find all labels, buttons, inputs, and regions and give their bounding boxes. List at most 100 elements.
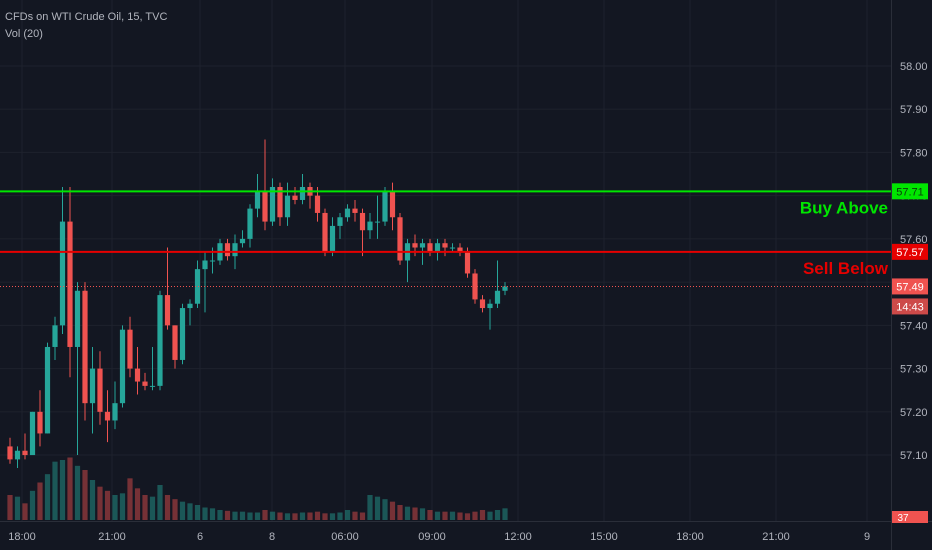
volume-bar bbox=[202, 507, 208, 520]
sell-below-label: Sell Below bbox=[803, 259, 889, 278]
volume-bar bbox=[67, 457, 73, 520]
candle-body bbox=[352, 208, 358, 213]
candle-body bbox=[344, 208, 351, 218]
candle-body bbox=[502, 286, 508, 291]
candle-body bbox=[44, 346, 51, 434]
candle-body bbox=[239, 238, 246, 244]
buy-above-price-badge bbox=[892, 183, 928, 200]
volume-bar bbox=[142, 495, 148, 520]
candle-body bbox=[112, 403, 118, 421]
volume-bar bbox=[217, 510, 223, 520]
volume-bar bbox=[187, 503, 193, 520]
volume-bar bbox=[149, 496, 156, 520]
countdown-badge-text: 14:43 bbox=[896, 301, 924, 313]
sell-below-price-badge-text: 57.57 bbox=[896, 247, 924, 259]
candle-body bbox=[314, 195, 321, 213]
volume-indicator-label: Vol (20) bbox=[5, 28, 43, 40]
x-tick-label: 15:00 bbox=[590, 531, 618, 543]
volume-bar bbox=[487, 511, 493, 520]
candle-body bbox=[427, 243, 433, 252]
volume-bar bbox=[254, 512, 261, 520]
countdown-badge bbox=[892, 298, 928, 315]
candle-body bbox=[254, 191, 261, 209]
volume-bar bbox=[134, 488, 141, 520]
volume-bar bbox=[314, 511, 321, 520]
volume-bar bbox=[127, 478, 133, 520]
volume-bar bbox=[397, 505, 403, 520]
volume-bar bbox=[14, 496, 21, 520]
candle-body bbox=[284, 195, 291, 218]
candle-body bbox=[14, 450, 21, 460]
volume-bar bbox=[457, 512, 463, 520]
volume-bar bbox=[89, 480, 96, 520]
candle-body bbox=[119, 329, 126, 404]
volume-bar bbox=[97, 486, 103, 520]
candle-body bbox=[134, 368, 141, 382]
candle-body bbox=[82, 290, 88, 404]
candle-body bbox=[164, 295, 171, 326]
volume-bar bbox=[449, 511, 456, 520]
chart-legend: CFDs on WTI Crude Oil, 15, TVC Vol (20) bbox=[5, 9, 167, 43]
y-tick-label: 57.10 bbox=[900, 450, 928, 462]
volume-bar bbox=[104, 490, 111, 520]
candle-body bbox=[419, 243, 426, 248]
volume-bar bbox=[262, 510, 268, 520]
volume-bar bbox=[344, 510, 351, 520]
candle-body bbox=[292, 195, 298, 200]
volume-bar bbox=[22, 503, 28, 520]
candle-body bbox=[59, 221, 66, 326]
volume-bar bbox=[479, 510, 486, 520]
volume-bar bbox=[292, 513, 298, 520]
x-tick-label: 21:00 bbox=[762, 531, 790, 543]
x-tick-label: 18:00 bbox=[676, 531, 704, 543]
volume-bar bbox=[382, 499, 388, 520]
volume-bar bbox=[299, 512, 306, 520]
symbol-title: CFDs on WTI Crude Oil, 15, TVC bbox=[5, 11, 168, 23]
volume-bar bbox=[37, 482, 43, 520]
candle-body bbox=[262, 191, 268, 222]
volume-bar bbox=[59, 460, 66, 520]
candle-body bbox=[232, 243, 238, 257]
last-price-badge-text: 57.49 bbox=[896, 281, 924, 293]
volume-bar bbox=[464, 513, 471, 520]
candle-body bbox=[224, 243, 231, 257]
volume-bar bbox=[434, 511, 441, 520]
candle-body bbox=[7, 446, 13, 460]
volume-bar bbox=[269, 511, 276, 520]
volume-bar bbox=[164, 495, 171, 520]
candle-body bbox=[179, 308, 186, 360]
volume-bar bbox=[307, 512, 313, 520]
volume-bar bbox=[172, 499, 178, 520]
volume-bar bbox=[329, 513, 336, 520]
candle-body bbox=[247, 208, 253, 239]
candle-body bbox=[67, 221, 73, 347]
volume-bar bbox=[404, 506, 411, 520]
candle-body bbox=[74, 290, 81, 347]
volume-bar bbox=[157, 485, 163, 520]
volume-bar bbox=[412, 507, 418, 520]
candle-body bbox=[464, 251, 471, 274]
volume-bar bbox=[277, 512, 283, 520]
volume-bar bbox=[112, 495, 118, 520]
volume-bar bbox=[427, 510, 433, 520]
candle-body bbox=[22, 450, 28, 456]
candle-body bbox=[149, 385, 156, 387]
volume-bar bbox=[29, 490, 36, 520]
candle-body bbox=[172, 325, 178, 360]
volume-bar bbox=[194, 505, 201, 520]
volume-bar bbox=[209, 508, 216, 520]
buy-above-label: Buy Above bbox=[800, 198, 888, 217]
candle-body bbox=[374, 221, 381, 223]
last-price-badge bbox=[892, 278, 928, 295]
candle-body bbox=[52, 325, 58, 347]
volume-bar bbox=[442, 511, 448, 520]
x-tick-label: 09:00 bbox=[418, 531, 446, 543]
volume-bar bbox=[389, 501, 396, 520]
candle-body bbox=[382, 191, 388, 222]
candle-body bbox=[127, 329, 133, 369]
candle-body bbox=[157, 295, 163, 386]
candle-body bbox=[329, 225, 336, 252]
candle-body bbox=[479, 299, 486, 309]
candle-body bbox=[187, 303, 193, 309]
